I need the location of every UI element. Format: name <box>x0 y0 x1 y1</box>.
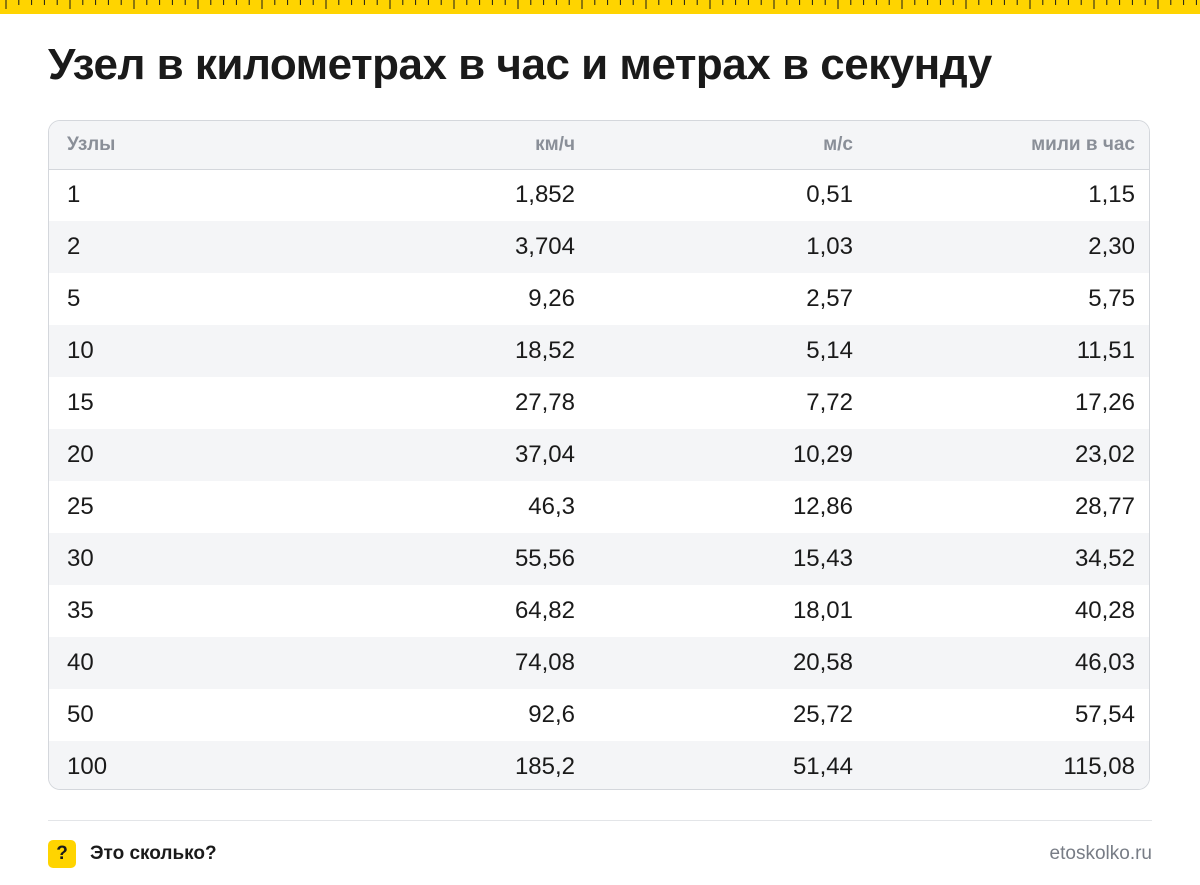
cell-ms: 10,29 <box>792 441 853 468</box>
table-row: 35 64,82 18,01 40,28 <box>49 585 1149 637</box>
cell-mph: 40,28 <box>1074 597 1135 624</box>
cell-ms: 5,14 <box>806 337 853 364</box>
cell-knots: 25 <box>67 493 94 520</box>
cell-knots: 20 <box>67 441 94 468</box>
table-row: 2 3,704 1,03 2,30 <box>49 221 1149 273</box>
site-url: etoskolko.ru <box>1049 843 1152 864</box>
cell-kmh: 74,08 <box>514 649 575 676</box>
header-knots: Узлы <box>49 121 299 170</box>
cell-ms: 18,01 <box>792 597 853 624</box>
brand-logo: ? Это сколько? <box>48 840 217 868</box>
table-row: 30 55,56 15,43 34,52 <box>49 533 1149 585</box>
cell-mph: 57,54 <box>1074 701 1135 728</box>
cell-mph: 46,03 <box>1074 649 1135 676</box>
cell-mph: 5,75 <box>1088 285 1135 312</box>
page-title: Узел в километрах в час и метрах в секун… <box>48 40 992 89</box>
cell-knots: 2 <box>67 233 81 260</box>
cell-kmh: 46,3 <box>528 493 575 520</box>
footer-divider <box>48 820 1152 821</box>
cell-mph: 17,26 <box>1074 389 1135 416</box>
table-header-row: Узлы км/ч м/с мили в час <box>49 121 1149 170</box>
cell-ms: 12,86 <box>792 493 853 520</box>
cell-knots: 30 <box>67 545 94 572</box>
question-mark-icon: ? <box>48 840 76 868</box>
cell-mph: 11,51 <box>1076 337 1135 364</box>
cell-ms: 7,72 <box>806 389 853 416</box>
table-row: 50 92,6 25,72 57,54 <box>49 689 1149 741</box>
ruler-strip <box>0 0 1200 14</box>
cell-ms: 20,58 <box>792 649 853 676</box>
cell-knots: 10 <box>67 337 94 364</box>
header-kmh: км/ч <box>299 121 575 170</box>
cell-ms: 0,51 <box>806 181 853 209</box>
cell-knots: 5 <box>67 285 81 312</box>
cell-knots: 15 <box>67 389 94 416</box>
cell-kmh: 27,78 <box>514 389 575 416</box>
cell-mph: 28,77 <box>1074 493 1135 520</box>
cell-kmh: 9,26 <box>528 285 575 312</box>
table-row: 100 185,2 51,44 115,08 <box>49 741 1149 789</box>
table-row: 15 27,78 7,72 17,26 <box>49 377 1149 429</box>
cell-mph: 115,08 <box>1063 753 1135 780</box>
cell-mph: 34,52 <box>1074 545 1135 572</box>
cell-ms: 2,57 <box>806 285 853 312</box>
header-mph: мили в час <box>853 121 1149 170</box>
cell-mph: 2,30 <box>1088 233 1135 260</box>
table-row: 40 74,08 20,58 46,03 <box>49 637 1149 689</box>
cell-knots: 35 <box>67 597 94 624</box>
cell-knots: 100 <box>67 753 108 780</box>
header-ms: м/с <box>575 121 853 170</box>
cell-kmh: 18,52 <box>514 337 575 364</box>
ruler-ticks-icon <box>5 0 1197 9</box>
cell-mph: 1,15 <box>1088 181 1135 209</box>
table-row: 10 18,52 5,14 11,51 <box>49 325 1149 377</box>
table-row: 20 37,04 10,29 23,02 <box>49 429 1149 481</box>
cell-ms: 1,03 <box>806 233 853 260</box>
cell-kmh: 55,56 <box>514 545 575 572</box>
conversion-table: Узлы км/ч м/с мили в час 1 1,852 0,51 1,15 2… <box>48 120 1150 790</box>
cell-knots: 1 <box>67 181 81 209</box>
conversion-table-grid: Узлы км/ч м/с мили в час 1 1,852 0,51 1,15 2… <box>49 121 1149 789</box>
cell-kmh: 64,82 <box>514 597 575 624</box>
table-row: 5 9,26 2,57 5,75 <box>49 273 1149 325</box>
cell-kmh: 37,04 <box>514 441 575 468</box>
cell-mph: 23,02 <box>1074 441 1135 468</box>
cell-kmh: 3,704 <box>514 233 575 260</box>
cell-ms: 51,44 <box>792 753 853 780</box>
cell-kmh: 92,6 <box>528 701 575 728</box>
cell-ms: 15,43 <box>792 545 853 572</box>
cell-knots: 40 <box>67 649 94 676</box>
cell-ms: 25,72 <box>792 701 853 728</box>
table-row: 25 46,3 12,86 28,77 <box>49 481 1149 533</box>
cell-kmh: 1,852 <box>514 181 575 209</box>
table-row: 1 1,852 0,51 1,15 <box>49 169 1149 221</box>
cell-knots: 50 <box>67 701 94 728</box>
cell-kmh: 185,2 <box>514 753 575 780</box>
brand-name: Это сколько? <box>90 843 217 864</box>
